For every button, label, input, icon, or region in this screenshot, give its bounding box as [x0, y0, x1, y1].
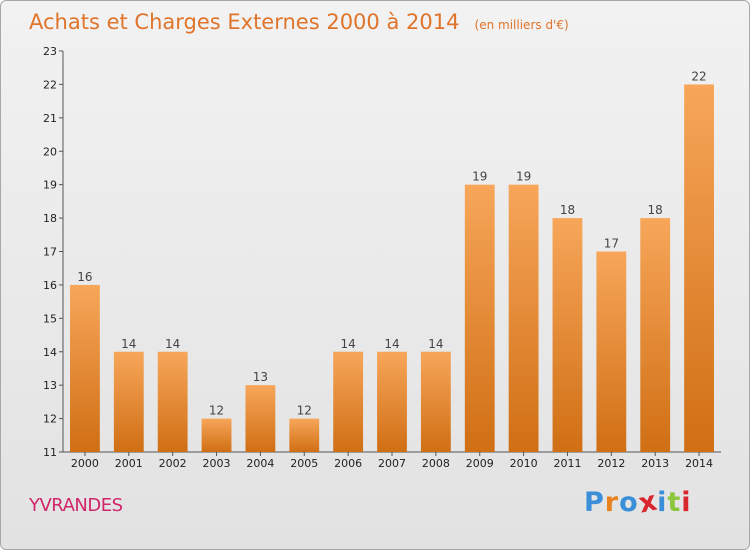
- y-tick-label: 21: [43, 112, 57, 125]
- y-tick-label: 18: [43, 212, 57, 225]
- y-tick-label: 22: [43, 78, 57, 91]
- y-tick-label: 20: [43, 145, 57, 158]
- bar-value-label: 18: [648, 203, 663, 217]
- bar-value-label: 18: [560, 203, 575, 217]
- x-tick-label: 2001: [115, 457, 143, 470]
- plot-area: 11 12 13 14 15 16 17 18 19 20 21 22 23 16 2000 14 2001 14…: [43, 45, 721, 470]
- y-tick-label: 15: [43, 312, 57, 325]
- bar: [113, 351, 144, 452]
- bar-value-label: 17: [604, 237, 619, 251]
- y-tick-label: 19: [43, 179, 57, 192]
- bar: [596, 251, 627, 452]
- bar-value-label: 19: [516, 170, 531, 184]
- logo-letter: r: [604, 487, 620, 518]
- chart-title: Achats et Charges Externes 2000 à 2014: [29, 10, 459, 34]
- x-tick-label: 2012: [597, 457, 625, 470]
- bar-value-label: 14: [428, 337, 443, 351]
- logo-letter: t: [667, 487, 682, 518]
- x-tick-label: 2011: [553, 457, 581, 470]
- y-tick-label: 16: [43, 279, 57, 292]
- y-tick-label: 11: [43, 446, 57, 459]
- x-tick-label: 2005: [290, 457, 318, 470]
- x-tick-label: 2013: [641, 457, 669, 470]
- x-tick-label: 2008: [422, 457, 450, 470]
- bar: [70, 284, 100, 452]
- y-tick-label: 23: [43, 45, 57, 58]
- x-tick-label: 2009: [466, 457, 494, 470]
- bar-value-label: 16: [77, 270, 92, 284]
- y-tick-label: 13: [43, 379, 57, 392]
- proxiti-logo: Proxiti: [584, 485, 692, 519]
- commune-name: YVRANDES: [29, 495, 123, 516]
- bar: [333, 351, 364, 452]
- bar-value-label: 12: [297, 404, 312, 418]
- chart-title-group: Achats et Charges Externes 2000 à 2014 (…: [29, 10, 569, 34]
- bar: [464, 184, 495, 452]
- bar-value-label: 12: [209, 404, 224, 418]
- bar-value-label: 14: [340, 337, 355, 351]
- y-tick-label: 17: [43, 246, 57, 259]
- bar: [201, 418, 232, 452]
- logo-letter: o: [619, 487, 639, 518]
- bar-value-label: 19: [472, 170, 487, 184]
- x-tick-label: 2014: [685, 457, 713, 470]
- x-tick-label: 2002: [159, 457, 187, 470]
- logo-letter: i: [657, 487, 668, 518]
- bar: [289, 418, 320, 452]
- bar: [420, 351, 451, 452]
- logo-letter: P: [584, 487, 605, 518]
- chart-subtitle: (en milliers d'€): [475, 18, 569, 32]
- y-tick-label: 12: [43, 413, 57, 426]
- x-tick-label: 2003: [203, 457, 231, 470]
- bar: [508, 184, 539, 452]
- bar-value-label: 14: [121, 337, 136, 351]
- x-tick-label: 2007: [378, 457, 406, 470]
- bar: [640, 218, 671, 452]
- x-tick-label: 2006: [334, 457, 362, 470]
- bar-value-label: 22: [691, 69, 706, 83]
- bar: [552, 218, 583, 452]
- bar: [157, 351, 188, 452]
- x-tick-label: 2004: [246, 457, 274, 470]
- y-tick-label: 14: [43, 346, 57, 359]
- bar: [377, 351, 407, 452]
- x-tick-label: 2010: [510, 457, 538, 470]
- bar: [684, 84, 714, 453]
- bar: [245, 385, 276, 452]
- bar-value-label: 13: [253, 370, 268, 384]
- bar-value-label: 14: [384, 337, 399, 351]
- bar-value-label: 14: [165, 337, 180, 351]
- x-tick-label: 2000: [71, 457, 99, 470]
- logo-letter: i: [681, 487, 692, 518]
